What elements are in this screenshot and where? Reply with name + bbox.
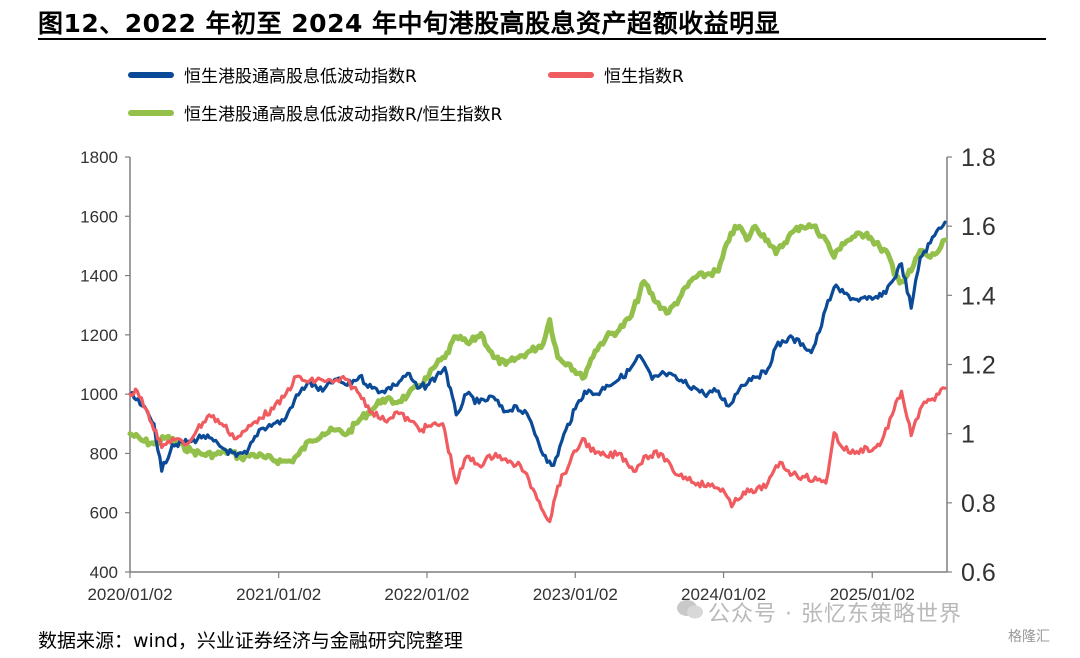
- y-right-tick-label: 1: [961, 421, 975, 449]
- x-tick-label: 2021/01/02: [236, 585, 321, 604]
- y-right-tick-label: 0.6: [961, 559, 996, 587]
- series-line-ratio: [127, 222, 948, 467]
- title-rule: [38, 38, 1046, 40]
- y-right-tick-label: 1.8: [961, 144, 996, 172]
- legend-label-green: 恒生港股通高股息低波动指数R/恒生指数R: [184, 105, 503, 125]
- x-tick-label: 2022/01/02: [384, 585, 469, 604]
- y-left-tick-label: 400: [90, 563, 118, 582]
- source-note: 数据来源：wind，兴业证券经济与金融研究院整理: [38, 630, 463, 652]
- y-left-tick-label: 1600: [80, 207, 118, 226]
- y-left-tick-label: 800: [90, 444, 118, 463]
- y-left-tick-label: 1800: [80, 148, 118, 167]
- legend-item-red: 恒生指数R: [548, 62, 684, 87]
- x-tick-label: 2020/01/02: [87, 585, 172, 604]
- legend-swatch-blue: [128, 71, 174, 78]
- y-left-tick-label: 600: [90, 504, 118, 523]
- chart-title: 图12、2022 年初至 2024 年中旬港股高股息资产超额收益明显: [38, 9, 781, 38]
- x-tick-label: 2025/01/02: [830, 585, 915, 604]
- y-left-tick-label: 1000: [80, 385, 118, 404]
- y-right-tick-label: 1.4: [961, 282, 996, 310]
- legend-label-blue: 恒生港股通高股息低波动指数R: [184, 67, 417, 87]
- legend-item-green: 恒生港股通高股息低波动指数R/恒生指数R: [128, 100, 502, 125]
- x-tick-label: 2023/01/02: [533, 585, 618, 604]
- watermark: 公众号 · 张忆东策略世界: [708, 602, 962, 627]
- wechat-icon: [677, 600, 703, 619]
- series-line-hang-seng: [128, 374, 947, 524]
- y-left-tick-label: 1400: [80, 267, 118, 286]
- legend-swatch-green: [128, 109, 174, 116]
- legend-swatch-red: [548, 71, 594, 78]
- legend-item-blue: 恒生港股通高股息低波动指数R: [128, 62, 417, 87]
- series-line-high-dividend-low-vol: [128, 220, 947, 473]
- publisher-badge: 格隆汇: [1008, 629, 1050, 645]
- y-right-tick-label: 1.6: [961, 213, 996, 241]
- y-left-tick-label: 1200: [80, 326, 118, 345]
- y-right-tick-label: 0.8: [961, 490, 996, 518]
- x-tick-label: 2024/01/02: [681, 585, 766, 604]
- legend-label-red: 恒生指数R: [604, 67, 684, 87]
- y-right-tick-label: 1.2: [961, 352, 996, 380]
